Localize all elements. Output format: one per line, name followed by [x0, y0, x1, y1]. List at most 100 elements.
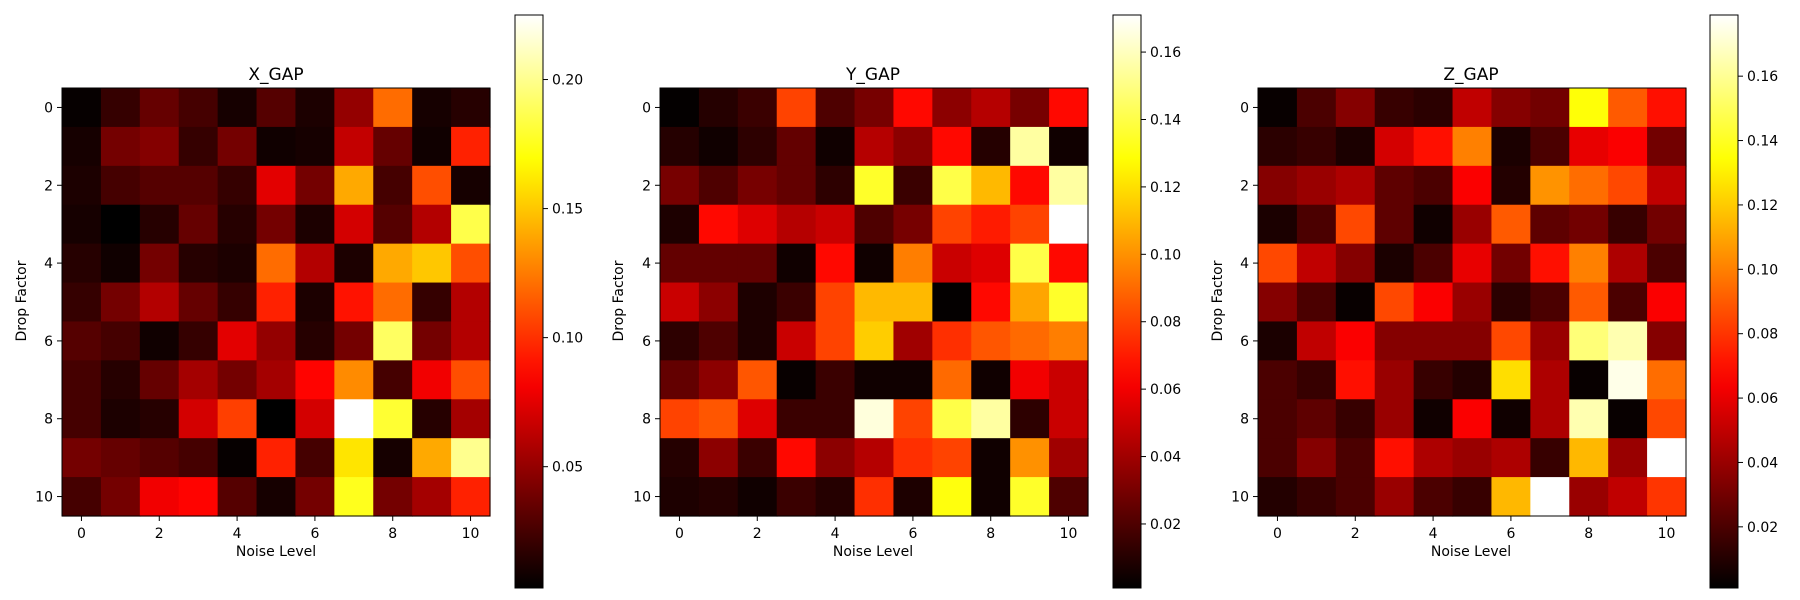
- heatmap-cell: [1452, 477, 1493, 517]
- heatmap-cell: [373, 243, 413, 284]
- heatmap-cell: [1530, 165, 1570, 206]
- heatmap-cell: [334, 88, 374, 128]
- heatmap-cell: [1296, 282, 1337, 323]
- heatmap-cell: [217, 360, 258, 400]
- heatmap-cell: [1491, 204, 1531, 245]
- heatmap-cell: [412, 243, 452, 284]
- heatmap-cell: [1374, 321, 1415, 361]
- heatmap-cell: [373, 438, 413, 478]
- heatmap-cell: [139, 360, 180, 400]
- heatmap-cell: [334, 477, 374, 517]
- colorbar-tick-label: 0.04: [1150, 450, 1181, 466]
- heatmap-cell: [1647, 321, 1687, 361]
- heatmap-cell: [660, 126, 700, 167]
- heatmap-cell: [412, 321, 452, 361]
- heatmap-cell: [256, 165, 297, 206]
- heatmap-cell: [1335, 438, 1376, 478]
- heatmap-cell: [698, 360, 739, 400]
- heatmap-cell: [1569, 438, 1609, 478]
- heatmap-cell: [1569, 399, 1609, 439]
- heatmap-cell: [815, 477, 856, 517]
- heatmap-cell: [737, 88, 778, 128]
- heatmap-cell: [737, 243, 778, 284]
- heatmap-cell: [932, 321, 972, 361]
- heatmap-cell: [1569, 321, 1609, 361]
- heatmap-cell: [1647, 477, 1687, 517]
- heatmap-cell: [660, 243, 700, 284]
- heatmap-cell: [139, 165, 180, 206]
- heatmap-cell: [295, 243, 335, 284]
- x-gap-colorbar: [514, 14, 544, 589]
- heatmap-cell: [1374, 282, 1415, 323]
- heatmap-cell: [373, 477, 413, 517]
- heatmap-cell: [854, 360, 895, 400]
- heatmap-cell: [62, 88, 102, 128]
- heatmap-cell: [256, 321, 297, 361]
- heatmap-cell: [698, 204, 739, 245]
- y-gap-heatmap-cells: [660, 88, 1089, 517]
- heatmap-cell: [1010, 399, 1050, 439]
- heatmap-cell: [1491, 282, 1531, 323]
- colorbar-tick-label: 0.14: [1150, 112, 1181, 128]
- heatmap-cell: [1530, 282, 1570, 323]
- heatmap-cell: [932, 243, 972, 284]
- heatmap-cell: [295, 88, 335, 128]
- heatmap-cell: [1296, 399, 1337, 439]
- heatmap-cell: [178, 438, 219, 478]
- z-gap-heatmap-cells: [1258, 88, 1687, 517]
- heatmap-cell: [815, 399, 856, 439]
- x-tick-label: 4: [1429, 526, 1438, 542]
- heatmap-cell: [1049, 360, 1089, 400]
- heatmap-cell: [1647, 204, 1687, 245]
- heatmap-cell: [1452, 360, 1493, 400]
- heatmap-cell: [1296, 88, 1337, 128]
- heatmap-cell: [178, 204, 219, 245]
- heatmap-cell: [971, 438, 1011, 478]
- heatmap-cell: [1296, 360, 1337, 400]
- heatmap-cell: [334, 360, 374, 400]
- heatmap-cell: [932, 165, 972, 206]
- heatmap-cell: [100, 282, 141, 323]
- heatmap-cell: [412, 126, 452, 167]
- heatmap-cell: [1335, 321, 1376, 361]
- heatmap-cell: [1335, 243, 1376, 284]
- colorbar-tick-label: 0.16: [1150, 45, 1181, 61]
- heatmap-cell: [412, 438, 452, 478]
- heatmap-cell: [737, 282, 778, 323]
- heatmap-cell: [256, 88, 297, 128]
- colorbar-tick-label: 0.16: [1747, 69, 1778, 85]
- heatmap-cell: [971, 165, 1011, 206]
- heatmap-cell: [100, 321, 141, 361]
- heatmap-cell: [1374, 438, 1415, 478]
- heatmap-cell: [1049, 321, 1089, 361]
- heatmap-cell: [971, 126, 1011, 167]
- heatmap-cell: [373, 204, 413, 245]
- heatmap-cell: [854, 243, 895, 284]
- heatmap-cell: [776, 282, 817, 323]
- heatmap-cell: [1491, 165, 1531, 206]
- heatmap-cell: [139, 438, 180, 478]
- heatmap-cell: [256, 282, 297, 323]
- heatmap-cell: [737, 360, 778, 400]
- heatmap-cell: [62, 204, 102, 245]
- heatmap-cell: [295, 477, 335, 517]
- heatmap-cell: [334, 399, 374, 439]
- heatmap-cell: [698, 438, 739, 478]
- heatmap-cell: [815, 165, 856, 206]
- heatmap-cell: [1374, 88, 1415, 128]
- heatmap-cell: [815, 204, 856, 245]
- heatmap-cell: [1010, 204, 1050, 245]
- colorbar-tick-label: 0.05: [552, 460, 583, 476]
- heatmap-cell: [1569, 243, 1609, 284]
- heatmap-cell: [1374, 126, 1415, 167]
- colorbar-tick-label: 0.10: [1747, 262, 1778, 278]
- heatmap-cell: [1491, 360, 1531, 400]
- y-gap-panel: Y_GAP Noise Level Drop Factor: [611, 65, 913, 560]
- heatmap-cell: [660, 399, 700, 439]
- heatmap-cell: [932, 360, 972, 400]
- heatmap-cell: [1296, 204, 1337, 245]
- heatmap-cell: [217, 477, 258, 517]
- heatmap-cell: [373, 321, 413, 361]
- heatmap-cell: [1530, 204, 1570, 245]
- heatmap-cell: [1491, 88, 1531, 128]
